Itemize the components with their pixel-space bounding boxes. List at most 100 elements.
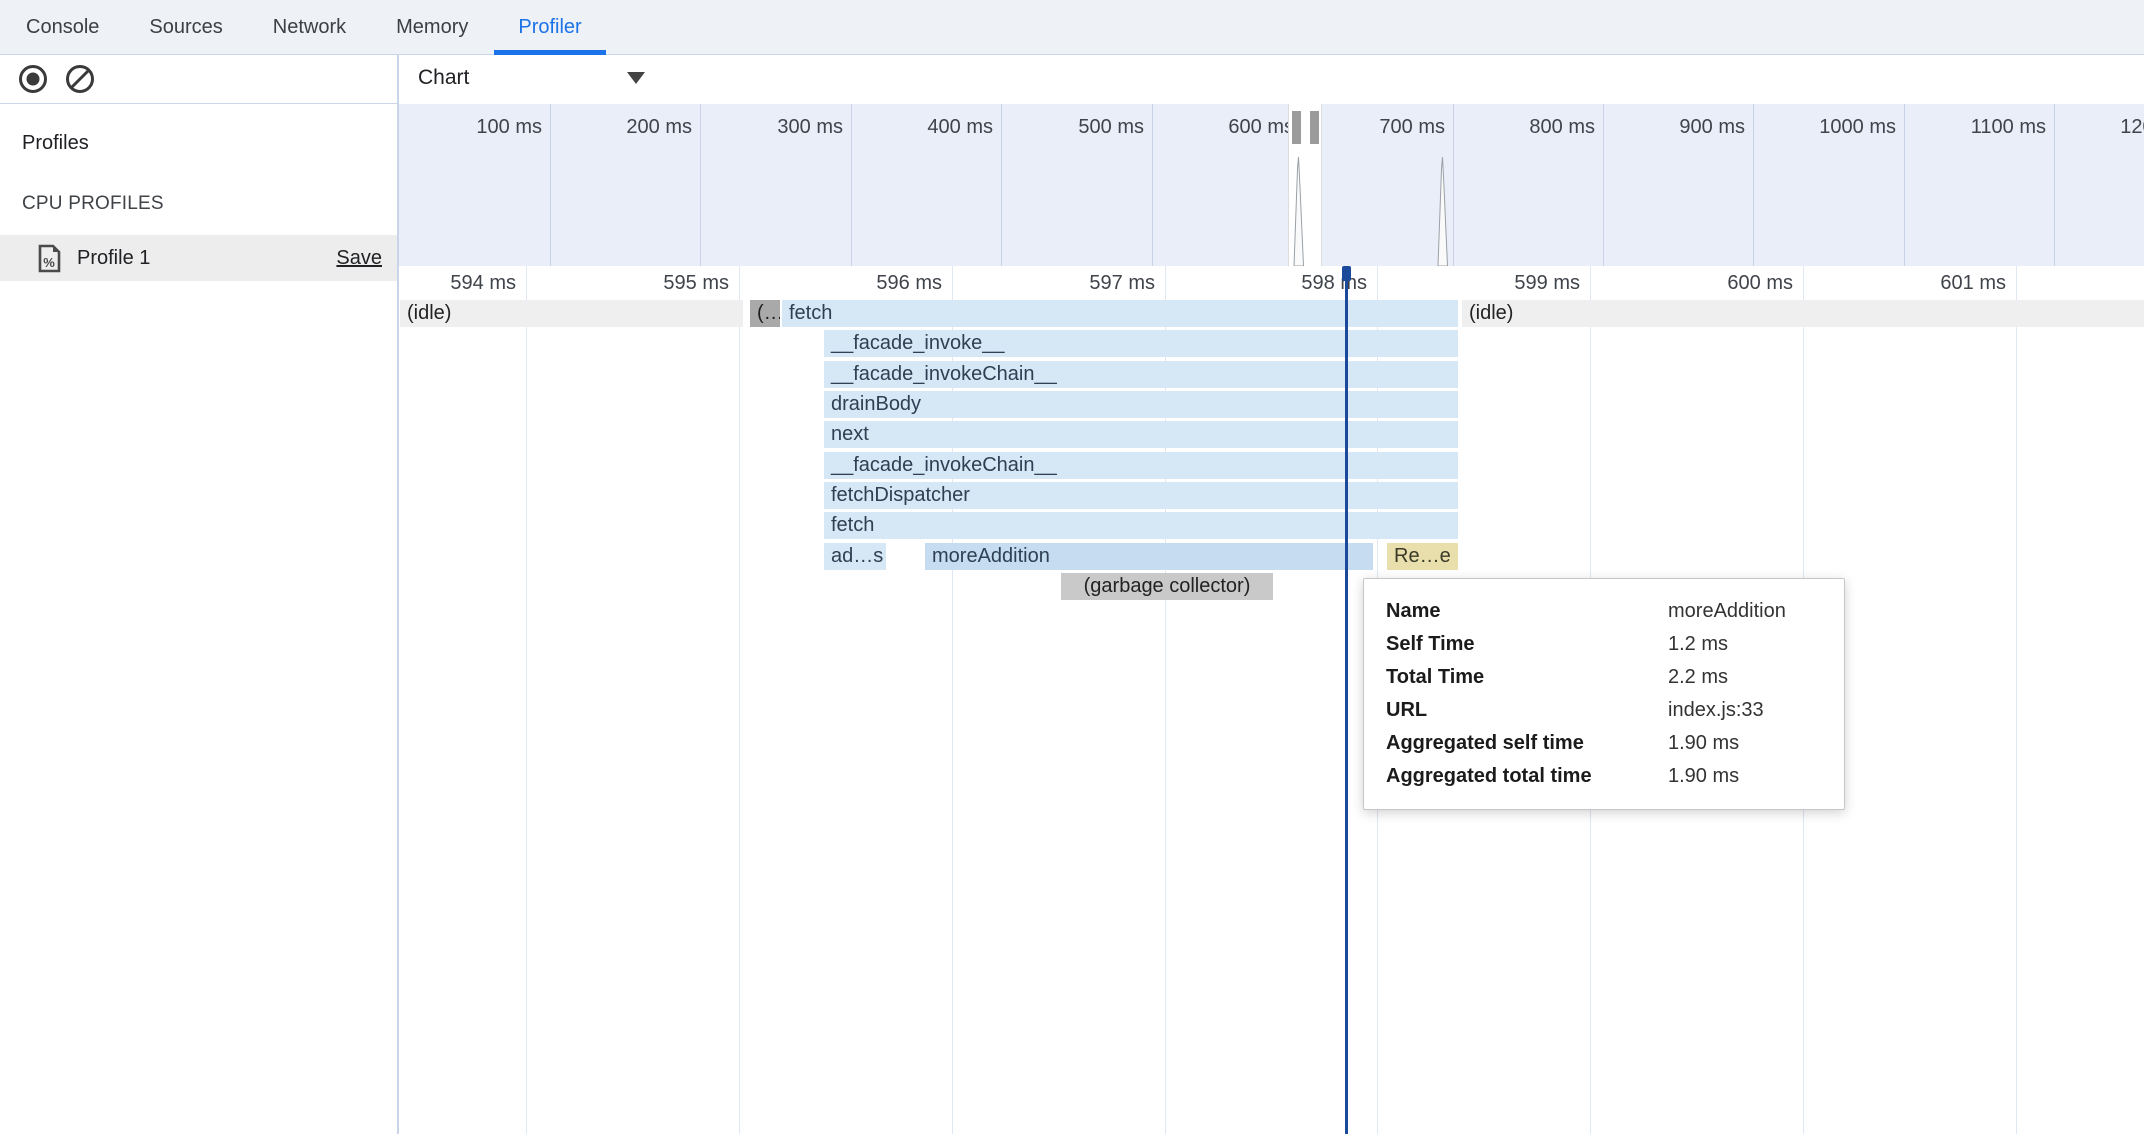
record-button[interactable] bbox=[18, 64, 48, 94]
overview-grid-divider bbox=[1904, 104, 1905, 266]
chevron-down-icon bbox=[627, 72, 645, 84]
frame-tooltip: Name moreAddition Self Time 1.2 ms Total Tim… bbox=[1363, 578, 1845, 810]
ruler-tick-label: 594 ms bbox=[450, 272, 516, 294]
tab-network[interactable]: Network bbox=[272, 15, 347, 38]
tooltip-row: URL index.js:33 bbox=[1386, 694, 1822, 727]
flame-bar--idle-[interactable]: (idle) bbox=[400, 300, 743, 327]
tab-console[interactable]: Console bbox=[26, 15, 100, 38]
clear-button[interactable] bbox=[65, 64, 95, 94]
save-profile-link[interactable]: Save bbox=[336, 246, 382, 269]
tooltip-label: Aggregated self time bbox=[1386, 732, 1584, 754]
profiles-heading: Profiles bbox=[22, 132, 89, 154]
overview-tick-label: 100 ms bbox=[476, 116, 542, 138]
tooltip-label: Aggregated total time bbox=[1386, 765, 1592, 787]
ruler-tick-label: 599 ms bbox=[1514, 272, 1580, 294]
record-icon bbox=[19, 65, 47, 93]
overview-tick-label: 700 ms bbox=[1379, 116, 1445, 138]
tooltip-row: Total Time 2.2 ms bbox=[1386, 661, 1822, 694]
flame-bar--garbage-collector-[interactable]: (garbage collector) bbox=[1061, 573, 1273, 600]
view-mode-select[interactable]: Chart bbox=[399, 55, 669, 104]
flame-bar--[interactable]: (… bbox=[750, 300, 780, 327]
time-gridline bbox=[952, 266, 953, 1134]
overview-tick-label: 900 ms bbox=[1679, 116, 1745, 138]
tooltip-row: Aggregated total time 1.90 ms bbox=[1386, 760, 1822, 793]
overview-tick-label: 1000 ms bbox=[1819, 116, 1896, 138]
tooltip-value: 2.2 ms bbox=[1668, 666, 1729, 688]
overview-timeline[interactable]: 100 ms 200 ms 300 ms 400 ms 500 ms 600 ms 700 … bbox=[399, 104, 2144, 267]
flame-bar-drainbody[interactable]: drainBody bbox=[824, 391, 1458, 418]
overview-grid-divider bbox=[851, 104, 852, 266]
flame-bar-moreaddition[interactable]: moreAddition bbox=[925, 543, 1373, 570]
cpu-activity-spike bbox=[1437, 156, 1449, 266]
overview-grid-divider bbox=[1453, 104, 1454, 266]
clear-icon bbox=[66, 65, 94, 93]
overview-grid-divider bbox=[1603, 104, 1604, 266]
overview-grid-divider bbox=[700, 104, 701, 266]
view-mode-value: Chart bbox=[418, 66, 470, 89]
cpu-activity-spike bbox=[1293, 156, 1305, 266]
ruler-tick-label: 595 ms bbox=[663, 272, 729, 294]
ruler-tick-label: 597 ms bbox=[1089, 272, 1155, 294]
tab-profiler[interactable]: Profiler bbox=[494, 0, 607, 55]
profile-name: Profile 1 bbox=[77, 246, 151, 269]
flame-chart: 594 ms 595 ms 596 ms 597 ms 598 ms 599 ms 600 … bbox=[399, 266, 2144, 1134]
flame-bar--idle-[interactable]: (idle) bbox=[1462, 300, 2144, 327]
playhead-line bbox=[1345, 266, 1348, 1134]
tooltip-label: Total Time bbox=[1386, 666, 1485, 688]
selection-drag-handle[interactable] bbox=[1308, 109, 1321, 146]
overview-tick-label: 200 ms bbox=[626, 116, 692, 138]
view-toolbar: Chart bbox=[399, 55, 2144, 105]
svg-text:%: % bbox=[43, 255, 55, 270]
profiler-sidebar: Profiles CPU PROFILES % Profile 1 Save bbox=[0, 55, 398, 1134]
flame-bar--facade-invokechain-[interactable]: __facade_invokeChain__ bbox=[824, 452, 1458, 479]
flame-bar--facade-invoke-[interactable]: __facade_invoke__ bbox=[824, 330, 1458, 357]
time-gridline bbox=[1165, 266, 1166, 1134]
profiler-toolbar bbox=[0, 55, 397, 104]
flame-bar-fetchdispatcher[interactable]: fetchDispatcher bbox=[824, 482, 1458, 509]
overview-tick-label: 1200 ms bbox=[2120, 116, 2144, 138]
profile-list-item[interactable]: % Profile 1 Save bbox=[0, 235, 397, 281]
tooltip-value: index.js:33 bbox=[1668, 699, 1764, 721]
overview-grid-divider bbox=[1152, 104, 1153, 266]
flame-bar-next[interactable]: next bbox=[824, 421, 1458, 448]
devtools-tabbar: Console Sources Network Memory Profiler bbox=[0, 0, 2144, 55]
time-gridline bbox=[526, 266, 527, 1134]
tooltip-row: Aggregated self time 1.90 ms bbox=[1386, 727, 1822, 760]
tab-memory[interactable]: Memory bbox=[396, 15, 469, 38]
tooltip-row: Self Time 1.2 ms bbox=[1386, 628, 1822, 661]
overview-tick-label: 500 ms bbox=[1078, 116, 1144, 138]
cpu-profiles-section-heading: CPU PROFILES bbox=[22, 193, 164, 214]
selection-drag-handle[interactable] bbox=[1290, 109, 1303, 146]
playhead-marker bbox=[1342, 266, 1351, 281]
overview-grid-divider bbox=[550, 104, 551, 266]
ruler-tick-label: 596 ms bbox=[876, 272, 942, 294]
tooltip-label: Self Time bbox=[1386, 633, 1475, 655]
overview-tick-label: 1100 ms bbox=[1970, 116, 2046, 138]
flame-bar-fetch[interactable]: fetch bbox=[782, 300, 1458, 327]
ruler-tick-label: 601 ms bbox=[1940, 272, 2006, 294]
overview-tick-label: 600 ms bbox=[1228, 116, 1294, 138]
tooltip-value: 1.90 ms bbox=[1668, 765, 1740, 787]
tab-sources[interactable]: Sources bbox=[149, 15, 223, 38]
overview-tick-label: 800 ms bbox=[1529, 116, 1595, 138]
tooltip-value: 1.90 ms bbox=[1668, 732, 1740, 754]
overview-tick-label: 400 ms bbox=[927, 116, 993, 138]
tooltip-label: URL bbox=[1386, 699, 1428, 721]
tooltip-value: 1.2 ms bbox=[1668, 633, 1729, 655]
flame-bar--facade-invokechain-[interactable]: __facade_invokeChain__ bbox=[824, 361, 1458, 388]
tooltip-label: Name bbox=[1386, 600, 1441, 622]
overview-grid-divider bbox=[1001, 104, 1002, 266]
time-gridline bbox=[739, 266, 740, 1134]
overview-grid-divider bbox=[2054, 104, 2055, 266]
tooltip-value: moreAddition bbox=[1668, 600, 1786, 622]
flame-bar-re-e[interactable]: Re…e bbox=[1387, 543, 1458, 570]
ruler-tick-label: 600 ms bbox=[1727, 272, 1793, 294]
profiler-main-panel: Chart 100 ms 200 ms 300 ms 400 ms 500 ms 600 … bbox=[398, 55, 2144, 1134]
profile-document-icon: % bbox=[38, 244, 61, 272]
flame-bar-ad-s[interactable]: ad…s bbox=[824, 543, 886, 570]
flame-bar-fetch[interactable]: fetch bbox=[824, 512, 1458, 539]
time-gridline bbox=[2016, 266, 2017, 1134]
overview-grid-divider bbox=[1753, 104, 1754, 266]
tooltip-row: Name moreAddition bbox=[1386, 595, 1822, 628]
